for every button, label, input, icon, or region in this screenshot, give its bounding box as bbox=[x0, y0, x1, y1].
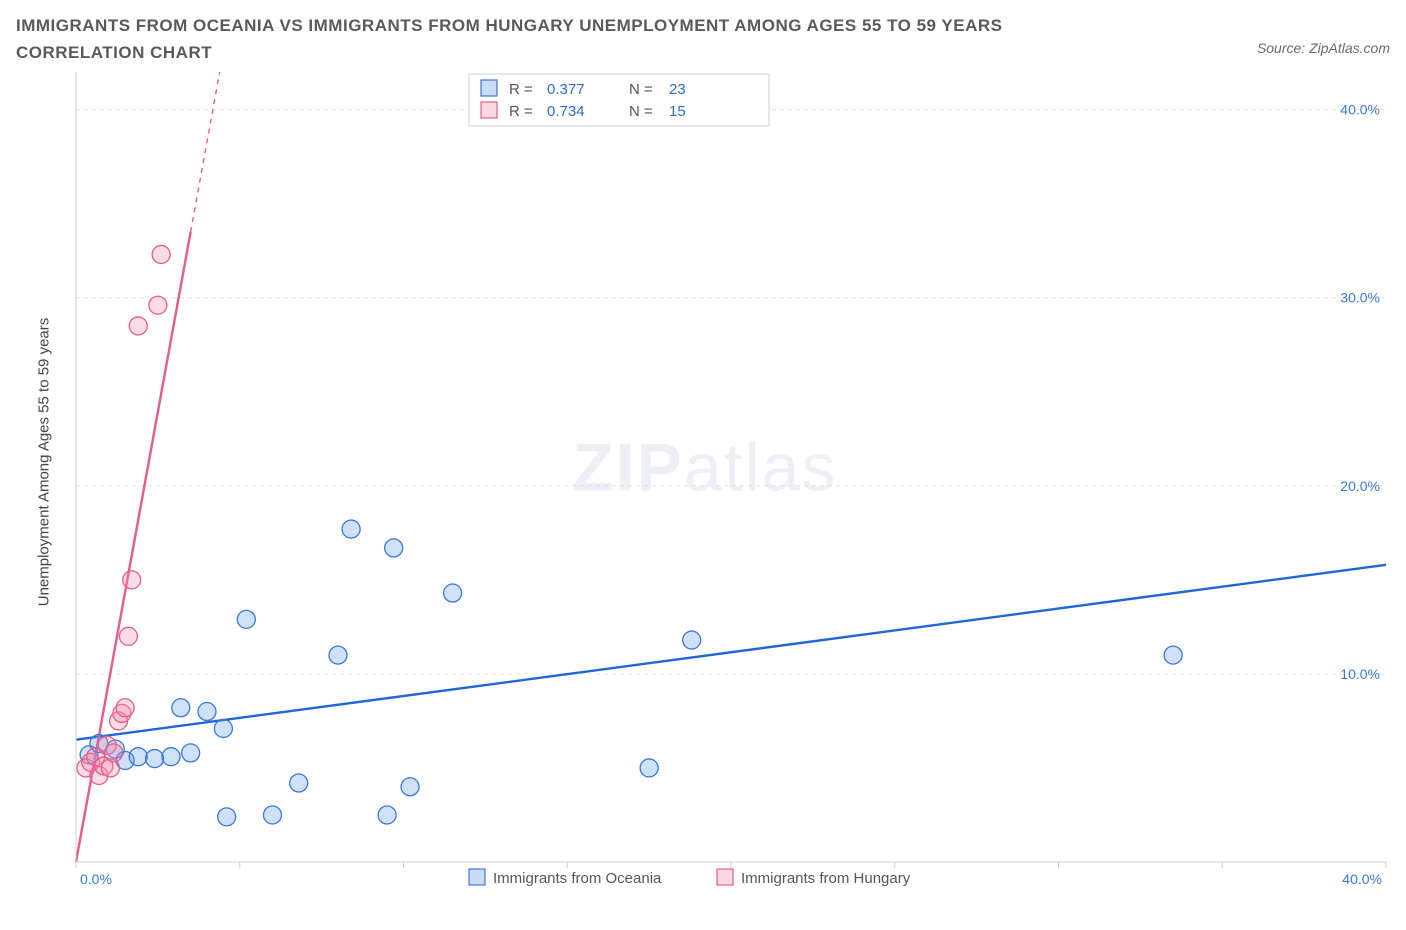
data-point-pink bbox=[119, 628, 137, 646]
trend-line-blue bbox=[76, 565, 1386, 740]
legend-r-value: 0.377 bbox=[547, 81, 585, 98]
x-tick-label: 40.0% bbox=[1342, 871, 1382, 887]
data-point-blue bbox=[385, 539, 403, 557]
data-point-blue bbox=[214, 720, 232, 738]
y-tick-label: 10.0% bbox=[1340, 666, 1380, 682]
data-point-pink bbox=[105, 744, 123, 762]
scatter-chart: ZIPatlas 0.0% 40.0% 10.0% 20.0% 30.0% 40.0% R =… bbox=[16, 72, 1390, 912]
data-point-blue bbox=[640, 759, 658, 777]
data-point-blue bbox=[198, 703, 216, 721]
data-point-blue bbox=[683, 631, 701, 649]
y-axis-label: Unemployment Among Ages 55 to 59 years bbox=[36, 318, 53, 607]
data-point-blue bbox=[162, 748, 180, 766]
data-point-blue bbox=[264, 806, 282, 824]
series-legend-label: Immigrants from Hungary bbox=[741, 870, 911, 887]
legend-swatch bbox=[717, 869, 733, 885]
data-point-blue bbox=[218, 808, 236, 826]
data-point-blue bbox=[146, 750, 164, 768]
data-point-blue bbox=[342, 520, 360, 538]
data-point-blue bbox=[401, 778, 419, 796]
data-point-blue bbox=[378, 806, 396, 824]
data-point-blue bbox=[129, 748, 147, 766]
data-point-pink bbox=[116, 699, 134, 717]
data-point-pink bbox=[123, 571, 141, 589]
y-tick-label: 30.0% bbox=[1340, 290, 1380, 306]
legend-n-label: N = bbox=[629, 103, 653, 120]
legend-r-label: R = bbox=[509, 103, 533, 120]
data-point-blue bbox=[329, 646, 347, 664]
chart-title: IMMIGRANTS FROM OCEANIA VS IMMIGRANTS FR… bbox=[16, 12, 1096, 66]
legend-r-value: 0.734 bbox=[547, 103, 585, 120]
data-point-blue bbox=[290, 774, 308, 792]
legend-swatch bbox=[469, 869, 485, 885]
data-point-blue bbox=[1164, 646, 1182, 664]
y-tick-label: 20.0% bbox=[1340, 478, 1380, 494]
data-point-blue bbox=[182, 744, 200, 762]
series-legend-label: Immigrants from Oceania bbox=[493, 870, 662, 887]
legend-swatch bbox=[481, 80, 497, 96]
source-label: Source: ZipAtlas.com bbox=[1257, 40, 1390, 56]
trend-line-pink-dashed bbox=[191, 72, 220, 232]
legend-n-value: 23 bbox=[669, 81, 686, 98]
data-point-blue bbox=[444, 584, 462, 602]
legend-n-label: N = bbox=[629, 81, 653, 98]
y-tick-label: 40.0% bbox=[1340, 102, 1380, 118]
legend-swatch bbox=[481, 102, 497, 118]
data-point-pink bbox=[152, 246, 170, 264]
watermark: ZIPatlas bbox=[572, 430, 837, 506]
data-point-pink bbox=[149, 297, 167, 315]
data-point-blue bbox=[237, 611, 255, 629]
data-point-pink bbox=[129, 317, 147, 335]
legend-r-label: R = bbox=[509, 81, 533, 98]
legend-n-value: 15 bbox=[669, 103, 686, 120]
data-point-blue bbox=[172, 699, 190, 717]
chart-container: Unemployment Among Ages 55 to 59 years Z… bbox=[16, 72, 1390, 912]
x-tick-label: 0.0% bbox=[80, 871, 112, 887]
